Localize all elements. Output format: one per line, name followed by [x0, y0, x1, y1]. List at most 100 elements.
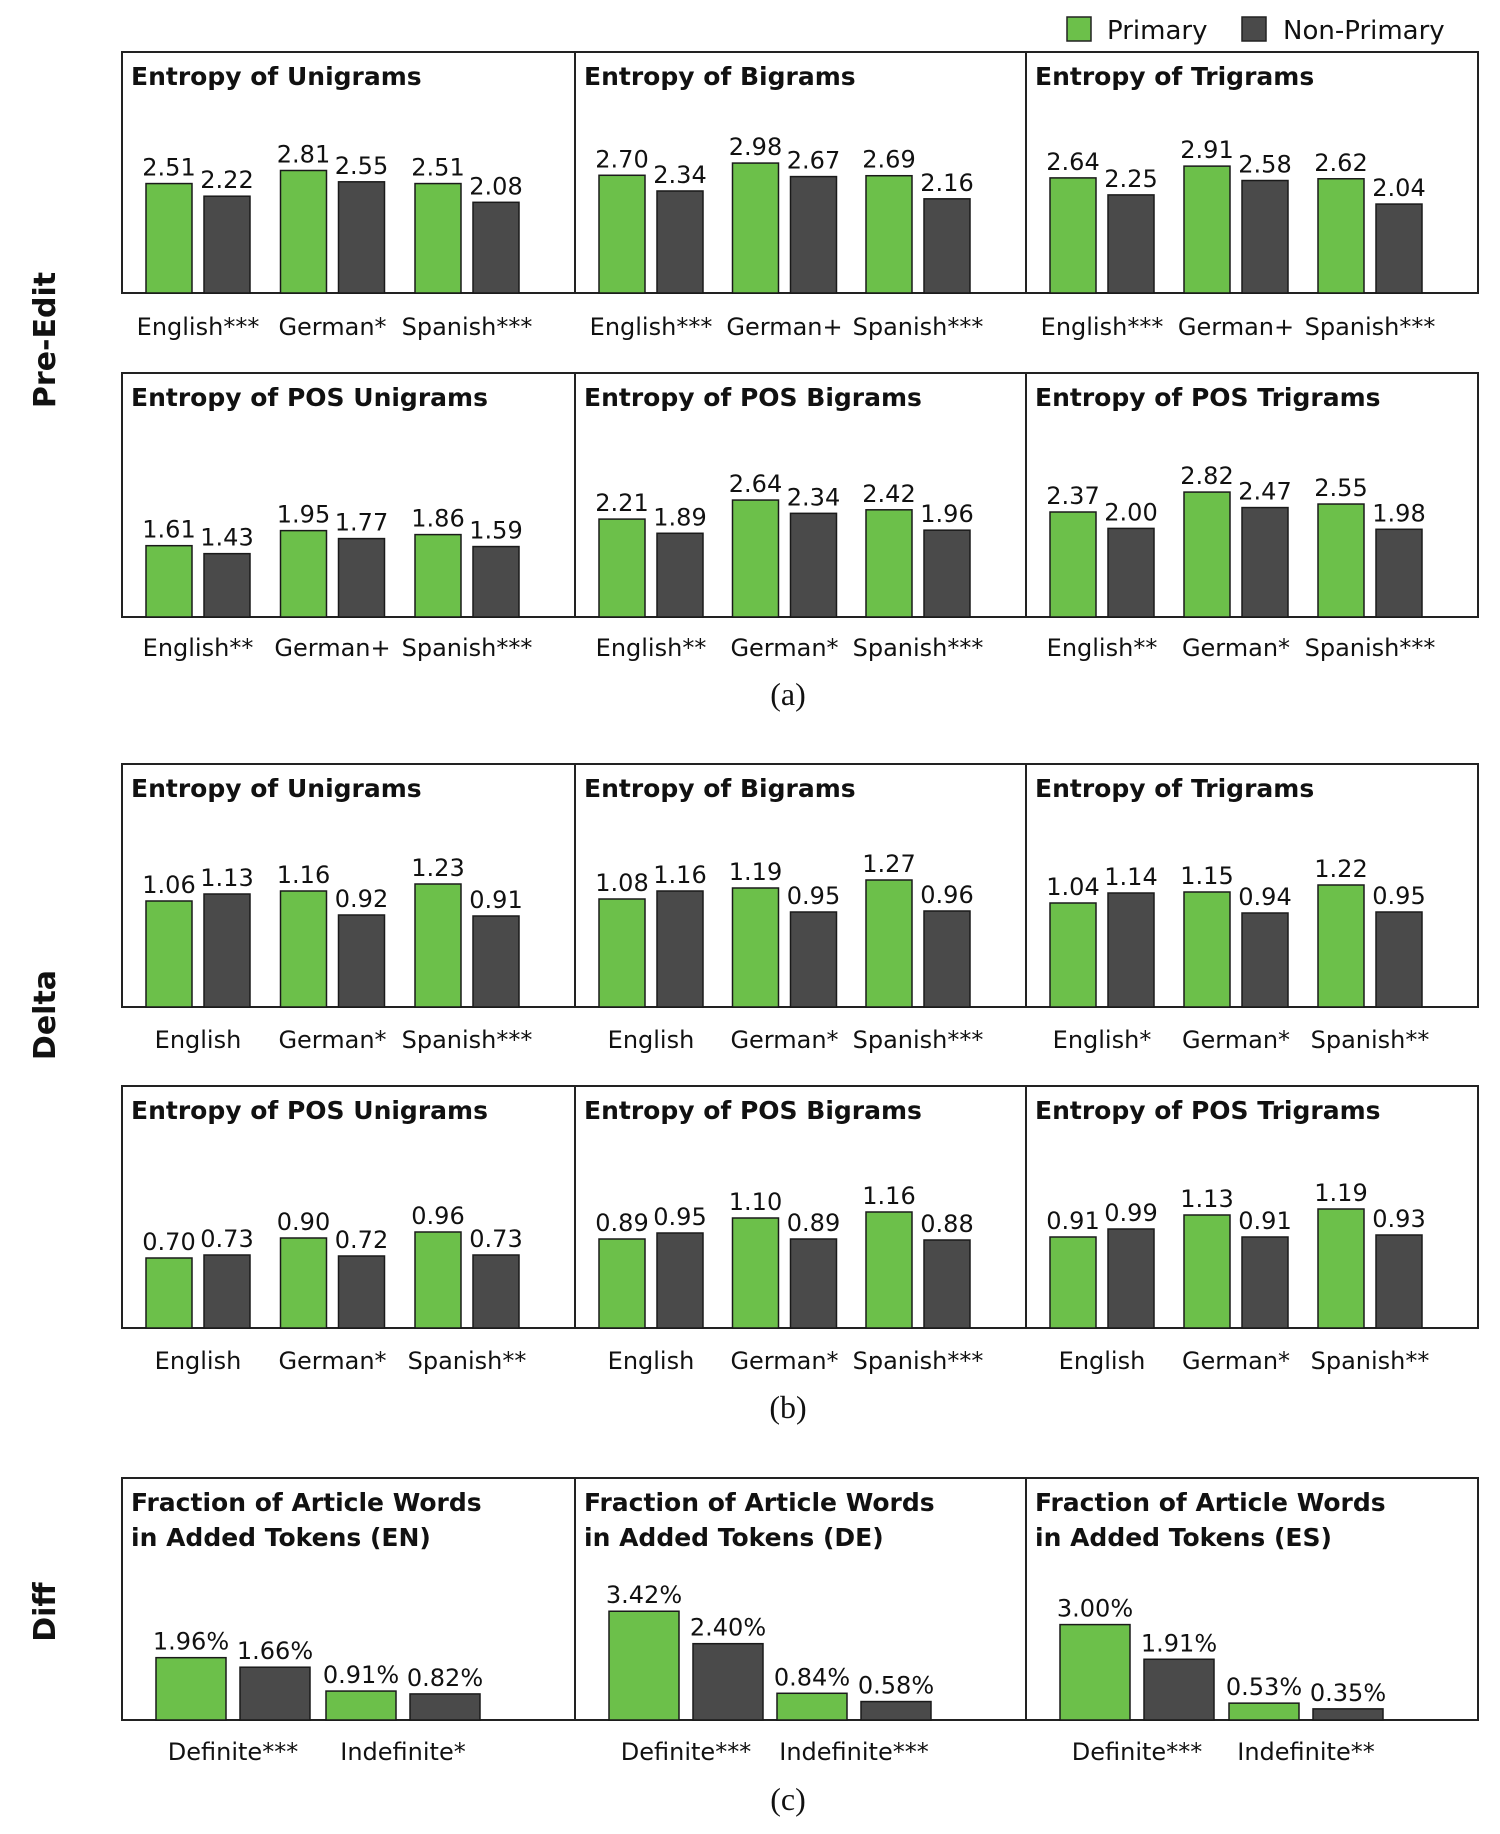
category-label: Spanish***: [1305, 634, 1436, 662]
bar-primary: [1183, 491, 1231, 618]
panel-title: Entropy of Bigrams: [584, 774, 856, 803]
data-label: 1.04: [1046, 873, 1099, 901]
bar-non-primary: [337, 1255, 386, 1329]
category-label: English: [608, 1347, 695, 1375]
data-label: 1.08: [595, 869, 648, 897]
category-label: Spanish***: [402, 1026, 533, 1054]
bar-primary: [414, 533, 462, 618]
bar-non-primary: [1107, 1228, 1155, 1329]
category-label: English: [608, 1026, 695, 1054]
bar-non-primary: [923, 1239, 971, 1329]
data-label: 1.27: [862, 850, 915, 878]
category-label: English***: [1041, 313, 1164, 341]
bar-primary: [1317, 1208, 1365, 1329]
data-label: 1.95: [277, 501, 330, 529]
category-label: German*: [278, 1026, 386, 1054]
category-label: German*: [730, 634, 838, 662]
data-label: 1.14: [1104, 863, 1157, 891]
bar-non-primary: [656, 532, 704, 618]
bar-primary: [414, 883, 462, 1008]
bar-non-primary: [409, 1693, 481, 1721]
bar-non-primary: [1107, 527, 1155, 618]
bar-non-primary: [337, 537, 386, 618]
data-label: 0.91: [1046, 1207, 1099, 1235]
caption-c: (c): [770, 1781, 806, 1817]
bar-non-primary: [692, 1642, 764, 1721]
data-label: 0.72: [335, 1226, 388, 1254]
caption-a: (a): [770, 676, 806, 712]
bar-non-primary: [656, 890, 704, 1008]
category-label: German+: [1178, 313, 1294, 341]
data-label: 2.34: [653, 161, 706, 189]
chart-panel: Entropy of Trigrams 2.642.25 English*** 2.9…: [1025, 51, 1479, 341]
category-label: English: [155, 1347, 242, 1375]
panel-title: Entropy of Trigrams: [1035, 62, 1314, 91]
data-label: 2.04: [1372, 174, 1425, 202]
data-label: 0.35%: [1310, 1679, 1386, 1707]
data-label: 2.69: [862, 146, 915, 174]
data-label: 1.89: [653, 503, 706, 531]
category-label: English: [155, 1026, 242, 1054]
bar-non-primary: [860, 1700, 932, 1721]
category-label: Indefinite*: [340, 1738, 465, 1766]
data-label: 1.13: [200, 864, 253, 892]
category-label: German*: [278, 1347, 386, 1375]
data-label: 2.81: [277, 140, 330, 168]
chart-panel: Entropy of POS Bigrams 2.211.89 English** 2…: [574, 372, 1027, 662]
bar-non-primary: [656, 190, 704, 294]
category-label: German*: [730, 1026, 838, 1054]
data-label: 1.16: [277, 861, 330, 889]
bar-non-primary: [203, 1254, 251, 1329]
data-label: 1.06: [142, 871, 195, 899]
data-label: 2.25: [1104, 165, 1157, 193]
bar-non-primary: [1241, 506, 1289, 618]
bar-primary: [598, 898, 646, 1008]
panel-title: in Added Tokens (ES): [1035, 1523, 1332, 1552]
panel-title: Entropy of POS Bigrams: [584, 383, 922, 412]
panel-title: Entropy of POS Trigrams: [1035, 383, 1381, 412]
category-label: German*: [730, 1347, 838, 1375]
bar-non-primary: [337, 914, 386, 1008]
data-label: 0.95: [787, 882, 840, 910]
bar-primary: [1049, 902, 1097, 1008]
legend-label-non-primary: Non-Primary: [1283, 16, 1445, 46]
bar-primary: [1049, 177, 1097, 294]
bar-primary: [1228, 1702, 1300, 1721]
bar-primary: [145, 1257, 193, 1329]
data-label: 0.89: [787, 1209, 840, 1237]
data-label: 2.51: [411, 154, 464, 182]
data-label: 3.00%: [1057, 1595, 1133, 1623]
data-label: 0.84%: [774, 1663, 850, 1691]
data-label: 0.82%: [407, 1664, 483, 1692]
data-label: 2.37: [1046, 482, 1099, 510]
bar-non-primary: [1375, 203, 1423, 294]
data-label: 1.98: [1372, 499, 1425, 527]
data-label: 2.70: [595, 145, 648, 173]
data-label: 0.91%: [323, 1661, 399, 1689]
bar-primary: [279, 529, 328, 618]
legend-swatch-non-primary: [1241, 16, 1267, 42]
data-label: 1.10: [729, 1188, 782, 1216]
bar-primary: [731, 499, 780, 618]
bar-non-primary: [923, 910, 971, 1008]
bar-primary: [598, 518, 646, 618]
data-label: 3.42%: [606, 1581, 682, 1609]
chart-panel: Entropy of Bigrams 2.702.34 English*** 2.98…: [574, 51, 1027, 341]
bar-primary: [279, 169, 328, 294]
category-label: Spanish**: [1311, 1347, 1430, 1375]
data-label: 2.55: [1314, 474, 1367, 502]
row-label-diff: Diff: [28, 1582, 63, 1642]
category-label: Definite***: [1072, 1738, 1202, 1766]
bar-primary: [279, 890, 328, 1008]
panel-title: in Added Tokens (EN): [131, 1523, 431, 1552]
panel-title: Entropy of POS Bigrams: [584, 1096, 922, 1125]
bar-primary: [776, 1692, 848, 1721]
data-label: 1.43: [200, 524, 253, 552]
data-label: 2.58: [1238, 151, 1291, 179]
data-label: 1.16: [653, 861, 706, 889]
caption-b: (b): [769, 1389, 806, 1425]
bar-non-primary: [472, 1254, 520, 1329]
